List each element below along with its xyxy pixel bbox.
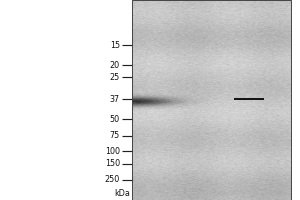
Text: kDa: kDa: [115, 190, 130, 198]
Text: 100: 100: [105, 146, 120, 156]
Text: 250: 250: [105, 176, 120, 184]
Text: 75: 75: [110, 132, 120, 140]
Text: 150: 150: [105, 160, 120, 168]
Bar: [132, 0, 291, 200]
Text: 25: 25: [110, 72, 120, 82]
Text: 37: 37: [110, 95, 120, 104]
Text: 15: 15: [110, 40, 120, 49]
Text: 50: 50: [110, 114, 120, 123]
Text: 20: 20: [110, 60, 120, 70]
